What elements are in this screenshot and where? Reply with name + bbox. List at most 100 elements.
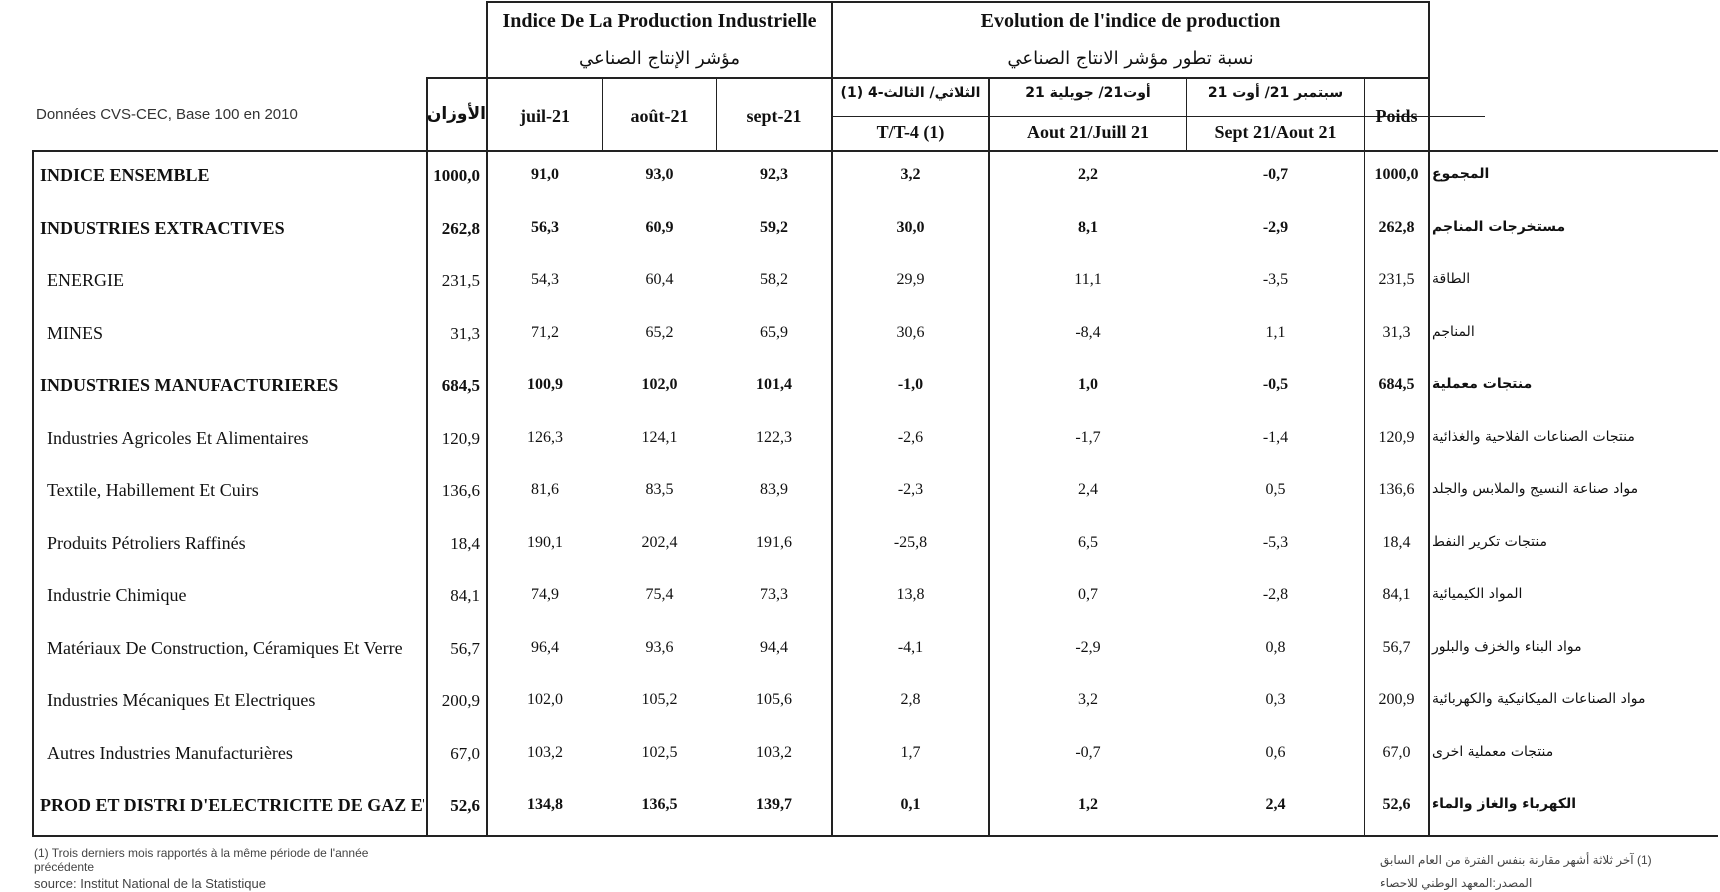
weights-header: الأوزان bbox=[426, 104, 486, 124]
cell-p: 684,5 bbox=[1378, 376, 1415, 393]
cell-e2: 11,1 bbox=[1074, 271, 1102, 288]
row-label-ar: الكهرباء والغاز والماء bbox=[1432, 796, 1577, 812]
cell-e1: -25,8 bbox=[893, 534, 928, 551]
cell-m3: 105,6 bbox=[756, 691, 792, 708]
row-label-fr: Autres Industries Manufacturières bbox=[47, 743, 293, 763]
cell-e1: 13,8 bbox=[896, 586, 925, 603]
cell-p: 67,0 bbox=[1382, 744, 1411, 761]
row-label-ar: مواد الصناعات الميكانيكية والكهربائية bbox=[1432, 691, 1646, 707]
cell-m2: 65,2 bbox=[645, 324, 674, 341]
cell-m3: 92,3 bbox=[760, 166, 788, 183]
cell-m2: 60,4 bbox=[645, 271, 674, 288]
cell-e1: 30,0 bbox=[896, 219, 925, 236]
cell-m3: 122,3 bbox=[756, 429, 792, 446]
cell-m3: 65,9 bbox=[760, 324, 788, 341]
row-label-fr: INDICE ENSEMBLE bbox=[40, 165, 210, 185]
cell-e1: -1,0 bbox=[897, 376, 924, 393]
cell-m3: 101,4 bbox=[756, 376, 792, 393]
cell-e2: 1,2 bbox=[1078, 796, 1098, 813]
source-ar: المصدر:المعهد الوطني للاحصاء bbox=[1380, 876, 1533, 890]
cell-w: 136,6 bbox=[441, 481, 480, 500]
cell-m1: 56,3 bbox=[531, 219, 559, 236]
cell-e3: 0,6 bbox=[1265, 744, 1286, 761]
cell-e1: 29,9 bbox=[896, 271, 925, 288]
cell-e1: 2,8 bbox=[900, 691, 921, 708]
cell-m3: 191,6 bbox=[756, 534, 792, 551]
cell-e2: -8,4 bbox=[1075, 324, 1101, 341]
cell-w: 1000,0 bbox=[433, 166, 480, 185]
row-label-ar: المجموع bbox=[1432, 166, 1490, 182]
row-label-fr: ENERGIE bbox=[47, 270, 124, 290]
cell-p: 231,5 bbox=[1378, 271, 1415, 288]
cell-m1: 190,1 bbox=[527, 534, 563, 551]
footnote-ar: (1) آخر ثلاثة أشهر مقارنة بنفس الفترة من… bbox=[1380, 853, 1652, 867]
cell-e2: 6,5 bbox=[1078, 534, 1098, 551]
footnote-fr: (1) Trois derniers mois rapportés à la m… bbox=[34, 846, 369, 874]
cell-e3: -0,7 bbox=[1262, 166, 1289, 183]
row-label-fr: Industrie Chimique bbox=[47, 585, 187, 605]
cell-e1: 3,2 bbox=[900, 166, 921, 183]
cell-m1: 81,6 bbox=[531, 481, 559, 498]
cell-w: 84,1 bbox=[450, 586, 480, 605]
cell-p: 84,1 bbox=[1382, 586, 1411, 603]
cell-m1: 103,2 bbox=[527, 744, 563, 761]
cell-m2: 124,1 bbox=[641, 429, 678, 446]
group-title-index-ar: مؤشر الإنتاج الصناعي bbox=[579, 48, 740, 69]
cell-m1: 134,8 bbox=[527, 796, 563, 813]
cell-p: 1000,0 bbox=[1374, 166, 1419, 183]
cell-m2: 60,9 bbox=[645, 219, 674, 236]
cell-e3: 0,5 bbox=[1265, 481, 1286, 498]
cell-e3: 0,8 bbox=[1265, 639, 1286, 656]
cell-m1: 71,2 bbox=[531, 324, 559, 341]
row-label-ar: مواد البناء والخزف والبلور bbox=[1432, 639, 1582, 655]
evo-header-3-ar: سبتمبر 21/ أوت 21 bbox=[1207, 85, 1344, 101]
cell-e2: 3,2 bbox=[1078, 691, 1098, 708]
cell-m1: 100,9 bbox=[527, 376, 563, 393]
cell-w: 120,9 bbox=[441, 429, 480, 448]
cell-p: 31,3 bbox=[1382, 324, 1411, 341]
cell-e1: 30,6 bbox=[896, 324, 925, 341]
row-label-fr: INDUSTRIES EXTRACTIVES bbox=[40, 218, 285, 238]
cell-m2: 105,2 bbox=[641, 691, 678, 708]
cell-m2: 75,4 bbox=[645, 586, 674, 603]
month-header-2: août-21 bbox=[630, 106, 689, 126]
cell-m1: 102,0 bbox=[527, 691, 563, 708]
row-label-fr: MINES bbox=[47, 323, 104, 343]
cell-e3: 1,1 bbox=[1265, 324, 1286, 341]
row-label-ar: منتجات معملية bbox=[1432, 376, 1533, 392]
row-label-fr: Industries Mécaniques Et Electriques bbox=[47, 690, 316, 710]
cell-m3: 94,4 bbox=[760, 639, 788, 656]
row-label-ar: الطاقة bbox=[1432, 271, 1471, 287]
cell-m2: 83,5 bbox=[645, 481, 674, 498]
cell-m3: 59,2 bbox=[760, 219, 788, 236]
cell-m3: 103,2 bbox=[756, 744, 792, 761]
cell-e3: -0,5 bbox=[1262, 376, 1289, 393]
row-label-fr: PROD ET DISTRI D'ELECTRICITE DE GAZ ET bbox=[40, 795, 424, 815]
evo-header-3-fr: Sept 21/Aout 21 bbox=[1214, 122, 1337, 142]
data-note: Données CVS-CEC, Base 100 en 2010 bbox=[36, 106, 298, 123]
cell-e1: -2,3 bbox=[897, 481, 924, 498]
cell-m1: 91,0 bbox=[531, 166, 559, 183]
source-fr: source: Institut National de la Statisti… bbox=[34, 876, 266, 891]
cell-p: 52,6 bbox=[1382, 796, 1411, 813]
cell-e2: -1,7 bbox=[1075, 429, 1101, 446]
cell-w: 52,6 bbox=[450, 796, 480, 815]
group-title-evolution-fr: Evolution de l'indice de production bbox=[980, 10, 1281, 32]
month-header-1: juil-21 bbox=[519, 106, 570, 126]
row-label-fr: Industries Agricoles Et Alimentaires bbox=[47, 428, 309, 448]
cell-p: 120,9 bbox=[1378, 429, 1415, 446]
cell-e3: 2,4 bbox=[1265, 796, 1286, 813]
cell-e1: -2,6 bbox=[897, 429, 924, 446]
cell-w: 684,5 bbox=[441, 376, 480, 395]
cell-m2: 93,6 bbox=[645, 639, 674, 656]
cell-p: 262,8 bbox=[1378, 219, 1415, 236]
cell-e1: -4,1 bbox=[897, 639, 924, 656]
cell-e2: 0,7 bbox=[1078, 586, 1098, 603]
cell-m1: 96,4 bbox=[531, 639, 559, 656]
cell-p: 136,6 bbox=[1378, 481, 1415, 498]
row-label-fr: Produits Pétroliers Raffinés bbox=[47, 533, 246, 553]
row-label-ar: منتجات الصناعات الفلاحية والغذائية bbox=[1432, 429, 1635, 445]
evo-header-1-fr: T/T-4 (1) bbox=[876, 122, 945, 142]
cell-m2: 102,5 bbox=[641, 744, 678, 761]
cell-w: 67,0 bbox=[450, 744, 480, 763]
